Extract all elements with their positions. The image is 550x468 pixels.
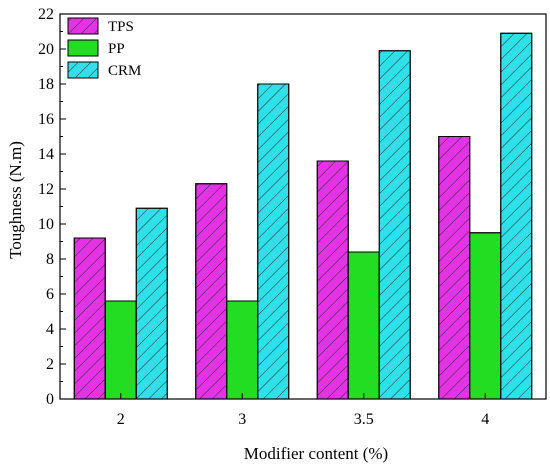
y-axis-label: Toughness (N.m) bbox=[6, 141, 25, 259]
x-tick-label: 3.5 bbox=[354, 411, 374, 428]
x-axis-label: Modifier content (%) bbox=[244, 444, 388, 463]
y-tick-label: 18 bbox=[38, 76, 54, 93]
bar-pp-4 bbox=[469, 232, 502, 400]
y-tick-label: 10 bbox=[38, 216, 54, 233]
x-tick-label: 4 bbox=[481, 411, 489, 428]
bar-tps-3 bbox=[195, 183, 228, 400]
x-tick-label: 3 bbox=[238, 411, 246, 428]
legend-item-crm: CRM bbox=[67, 61, 141, 79]
y-tick-label: 12 bbox=[38, 181, 54, 198]
bar-crm-2 bbox=[135, 207, 168, 400]
y-tick-label: 4 bbox=[46, 321, 54, 338]
bar-tps-2 bbox=[73, 237, 106, 400]
legend-swatch bbox=[67, 39, 99, 57]
bar-pp-3.5 bbox=[347, 251, 380, 400]
y-tick-label: 0 bbox=[46, 391, 54, 408]
legend-label: CRM bbox=[108, 63, 141, 79]
bar-crm-3.5 bbox=[378, 50, 411, 400]
x-tick-label: 2 bbox=[117, 411, 125, 428]
y-tick-label: 22 bbox=[38, 6, 54, 23]
bar-crm-3 bbox=[257, 83, 290, 400]
y-tick-label: 16 bbox=[38, 111, 54, 128]
bar-pp-2 bbox=[104, 300, 137, 400]
bar-tps-3.5 bbox=[316, 160, 349, 400]
legend-item-tps: TPS bbox=[67, 17, 134, 35]
legend-label: PP bbox=[108, 41, 125, 57]
y-tick-label: 8 bbox=[46, 251, 54, 268]
bar-pp-3 bbox=[226, 300, 259, 400]
legend-label: TPS bbox=[108, 19, 134, 35]
legend-item-pp: PP bbox=[67, 39, 125, 57]
y-tick-label: 6 bbox=[46, 286, 54, 303]
y-tick-label: 2 bbox=[46, 356, 54, 373]
y-tick-label: 20 bbox=[38, 41, 54, 58]
bar-crm-4 bbox=[500, 32, 533, 400]
bar-tps-4 bbox=[438, 136, 471, 400]
y-tick-label: 14 bbox=[38, 146, 54, 163]
